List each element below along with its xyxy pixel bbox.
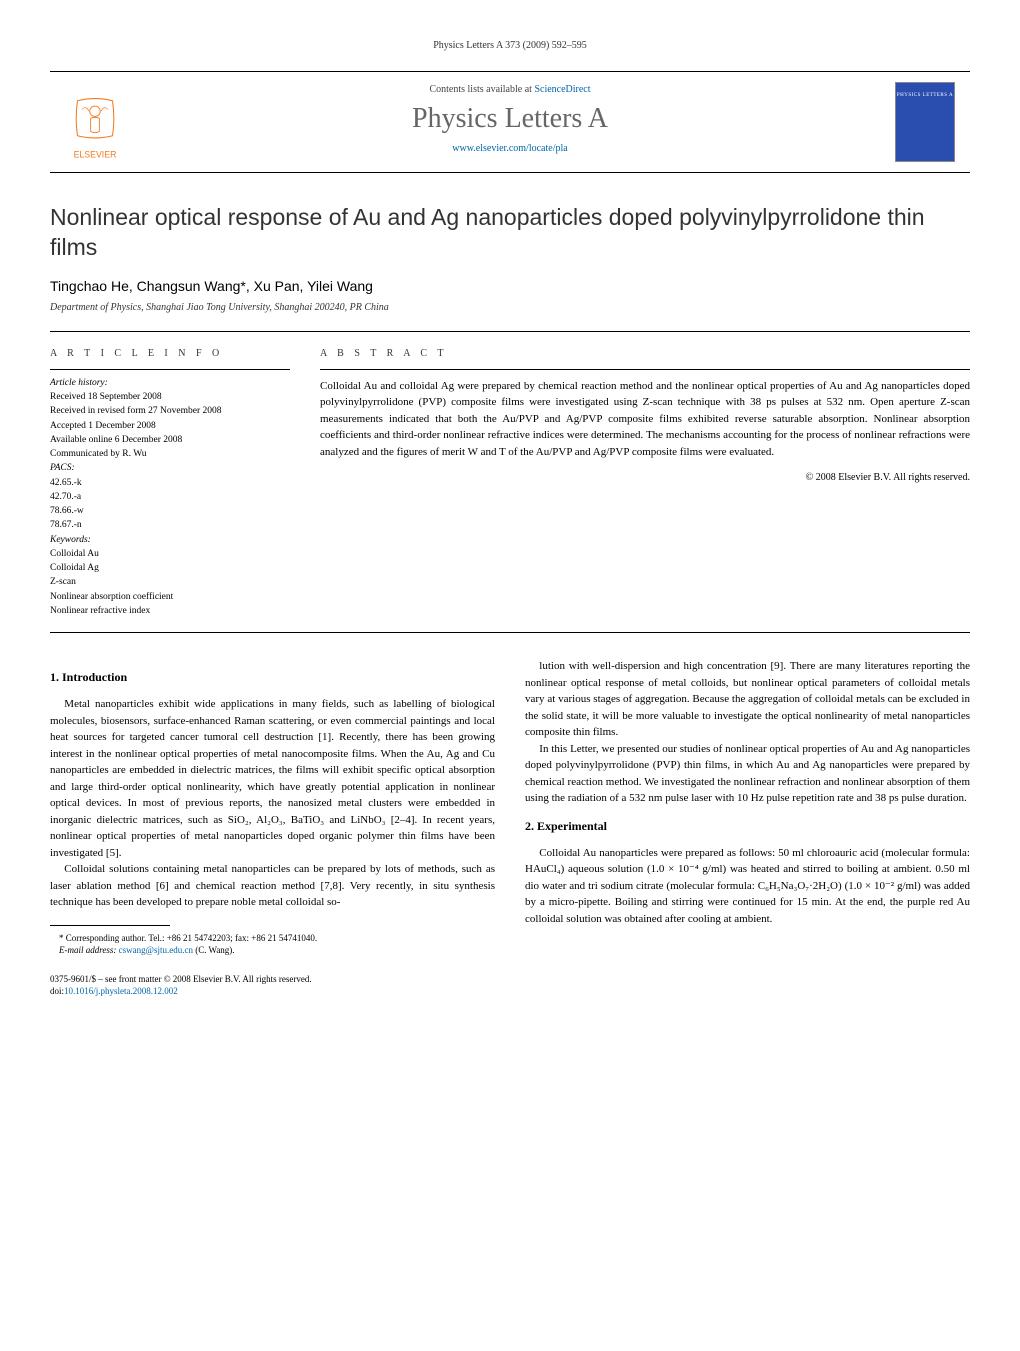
journal-name: Physics Letters A: [140, 103, 880, 135]
intro-paragraph: Metal nanoparticles exhibit wide applica…: [50, 696, 495, 861]
abstract: A B S T R A C T Colloidal Au and colloid…: [320, 346, 970, 618]
abstract-heading: A B S T R A C T: [320, 346, 970, 361]
journal-url[interactable]: www.elsevier.com/locate/pla: [140, 143, 880, 154]
email-link[interactable]: cswang@sjtu.edu.cn: [119, 945, 193, 955]
abstract-divider: [320, 369, 970, 370]
corresponding-footnote: * Corresponding author. Tel.: +86 21 547…: [50, 932, 495, 957]
section-heading-experimental: 2. Experimental: [525, 817, 970, 835]
keyword: Nonlinear absorption coefficient: [50, 590, 290, 604]
article-info: A R T I C L E I N F O Article history: R…: [50, 346, 290, 618]
keyword: Z-scan: [50, 575, 290, 589]
history-line: Received 18 September 2008: [50, 390, 290, 404]
pacs-code: 78.67.-n: [50, 518, 290, 532]
experimental-paragraph: Colloidal Au nanoparticles were prepared…: [525, 845, 970, 928]
history-line: Available online 6 December 2008: [50, 433, 290, 447]
intro-paragraph-cont: lution with well-dispersion and high con…: [525, 658, 970, 741]
body-columns: 1. Introduction Metal nanoparticles exhi…: [50, 658, 970, 998]
svg-text:ELSEVIER: ELSEVIER: [74, 150, 117, 160]
cover-thumb-label: PHYSICS LETTERS A: [896, 93, 954, 98]
masthead: ELSEVIER Contents lists available at Sci…: [50, 71, 970, 173]
divider-bottom: [50, 632, 970, 633]
cover-thumb-cell: PHYSICS LETTERS A: [880, 72, 970, 172]
intro-paragraph: Colloidal solutions containing metal nan…: [50, 861, 495, 911]
email-label: E-mail address:: [59, 945, 119, 955]
running-header: Physics Letters A 373 (2009) 592–595: [50, 40, 970, 51]
keyword: Colloidal Au: [50, 547, 290, 561]
pacs-code: 42.65.-k: [50, 476, 290, 490]
abstract-copyright: © 2008 Elsevier B.V. All rights reserved…: [320, 470, 970, 485]
article-history: Article history: Received 18 September 2…: [50, 376, 290, 462]
keywords-block: Keywords: Colloidal Au Colloidal Ag Z-sc…: [50, 533, 290, 619]
masthead-center: Contents lists available at ScienceDirec…: [140, 72, 880, 172]
history-line: Received in revised form 27 November 200…: [50, 404, 290, 418]
doi-line: doi:10.1016/j.physleta.2008.12.002: [50, 985, 495, 998]
history-line: Communicated by R. Wu: [50, 447, 290, 461]
article-info-heading: A R T I C L E I N F O: [50, 346, 290, 361]
pacs-label: PACS:: [50, 461, 290, 475]
pacs-block: PACS: 42.65.-k 42.70.-a 78.66.-w 78.67.-…: [50, 461, 290, 532]
publisher-logo-cell: ELSEVIER: [50, 72, 140, 172]
article-title: Nonlinear optical response of Au and Ag …: [50, 203, 970, 263]
affiliation: Department of Physics, Shanghai Jiao Ton…: [50, 302, 970, 313]
journal-cover-thumb: PHYSICS LETTERS A: [895, 82, 955, 162]
sciencedirect-link[interactable]: ScienceDirect: [534, 84, 590, 95]
info-divider-1: [50, 369, 290, 370]
elsevier-logo: ELSEVIER: [60, 92, 130, 162]
keyword: Nonlinear refractive index: [50, 604, 290, 618]
pacs-code: 78.66.-w: [50, 504, 290, 518]
footnote-corr: * Corresponding author. Tel.: +86 21 547…: [50, 932, 495, 945]
pacs-code: 42.70.-a: [50, 490, 290, 504]
doi-link[interactable]: 10.1016/j.physleta.2008.12.002: [64, 986, 178, 996]
doi-label: doi:: [50, 986, 64, 996]
section-heading-intro: 1. Introduction: [50, 668, 495, 686]
email-suffix: (C. Wang).: [193, 945, 235, 955]
history-label: Article history:: [50, 376, 290, 390]
info-abstract-row: A R T I C L E I N F O Article history: R…: [50, 332, 970, 632]
abstract-text: Colloidal Au and colloidal Ag were prepa…: [320, 378, 970, 461]
keyword: Colloidal Ag: [50, 561, 290, 575]
front-matter-line: 0375-9601/$ – see front matter © 2008 El…: [50, 973, 495, 986]
bottom-meta: 0375-9601/$ – see front matter © 2008 El…: [50, 973, 495, 998]
history-line: Accepted 1 December 2008: [50, 419, 290, 433]
contents-line: Contents lists available at ScienceDirec…: [140, 84, 880, 95]
contents-prefix: Contents lists available at: [429, 84, 534, 95]
keywords-label: Keywords:: [50, 533, 290, 547]
footnote-separator: [50, 925, 170, 926]
footnote-email-line: E-mail address: cswang@sjtu.edu.cn (C. W…: [50, 944, 495, 957]
authors: Tingchao He, Changsun Wang*, Xu Pan, Yil…: [50, 278, 970, 294]
intro-paragraph: In this Letter, we presented our studies…: [525, 741, 970, 807]
